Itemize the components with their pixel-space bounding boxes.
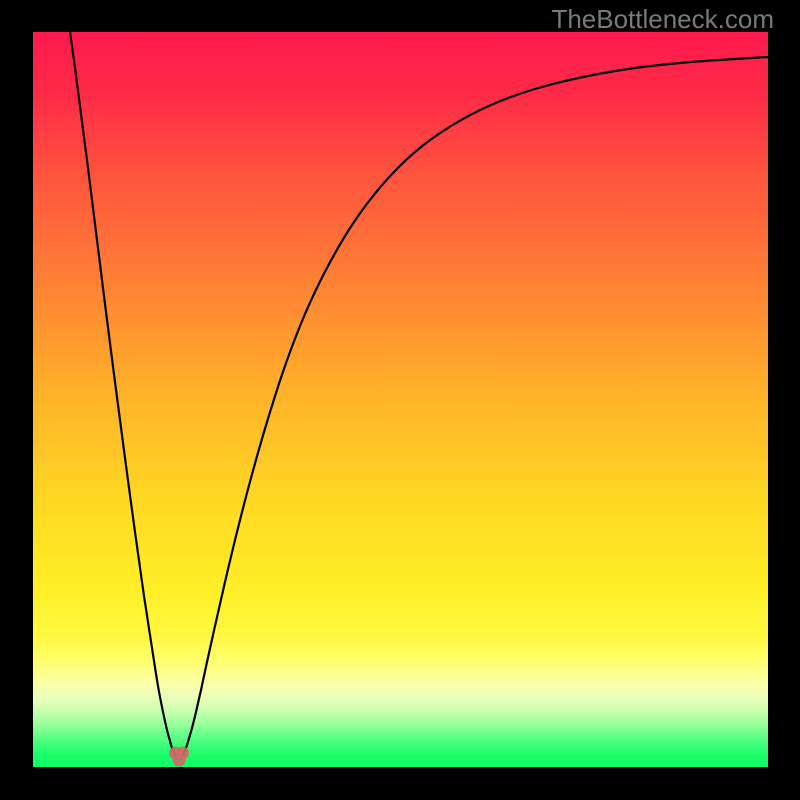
cusp-marker (169, 747, 189, 767)
left-branch-curve (70, 32, 177, 759)
watermark-text: TheBottleneck.com (551, 4, 774, 35)
curves-layer (33, 32, 768, 767)
chart-container: TheBottleneck.com (0, 0, 800, 800)
plot-area (33, 32, 768, 767)
right-branch-curve (181, 57, 768, 759)
